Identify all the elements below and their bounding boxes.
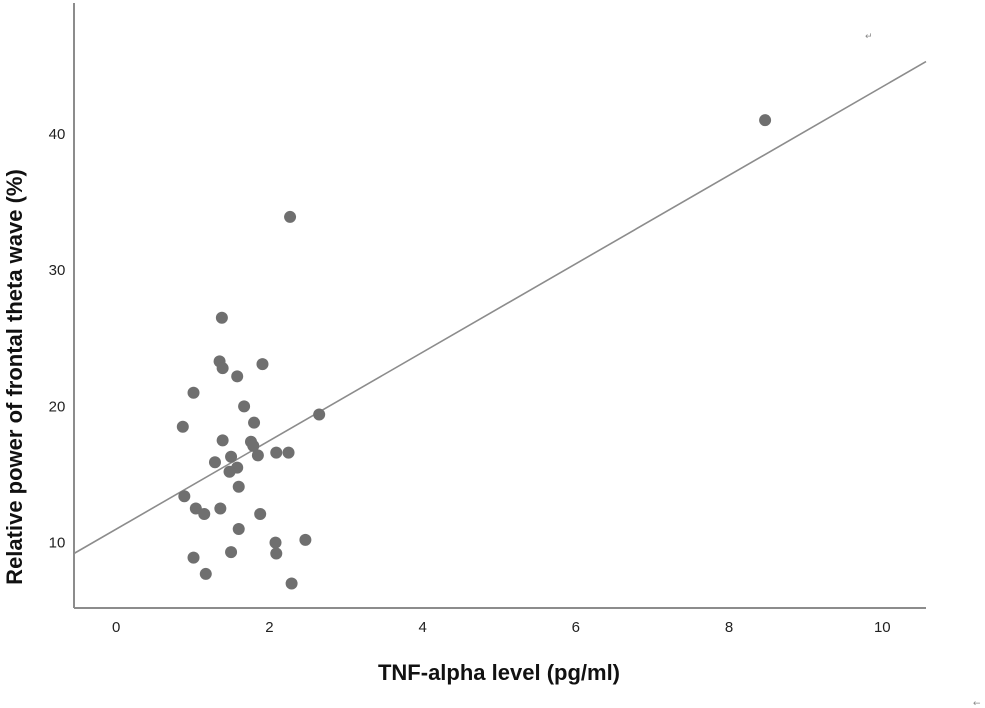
x-tick-label: 4 (418, 619, 426, 636)
arrow-mark: ← (973, 699, 981, 708)
data-point (187, 386, 200, 399)
data-point (178, 490, 191, 503)
y-axis-title: Relative power of frontal theta wave (%) (2, 169, 27, 585)
data-point (270, 446, 283, 459)
x-tick-label: 6 (572, 619, 580, 636)
data-point (176, 420, 189, 433)
data-point (284, 210, 297, 223)
x-tick-label: 10 (874, 619, 891, 636)
x-tick-labels: 0 2 4 6 8 10 (112, 619, 891, 636)
data-point (270, 547, 283, 560)
data-point (223, 465, 236, 478)
data-point (208, 456, 221, 469)
data-point (232, 522, 245, 535)
y-tick-labels: 10 20 30 40 (49, 126, 66, 552)
y-tick-label: 10 (49, 535, 66, 552)
data-point (225, 546, 238, 559)
data-point (232, 480, 245, 493)
data-point (225, 450, 238, 463)
data-point (269, 536, 282, 549)
y-tick-label: 20 (49, 398, 66, 415)
x-tick-label: 2 (265, 619, 273, 636)
data-point (313, 408, 326, 421)
data-point (759, 114, 772, 127)
return-mark: ↵ (865, 32, 873, 42)
plot-area (73, 60, 927, 590)
data-point (256, 358, 269, 371)
data-point (231, 370, 244, 383)
data-point (216, 434, 229, 447)
data-point (285, 577, 298, 590)
data-point (238, 400, 251, 413)
data-point (216, 362, 229, 375)
y-tick-label: 40 (49, 126, 66, 143)
data-point (254, 507, 267, 520)
data-point (214, 502, 227, 515)
data-point (198, 507, 211, 520)
data-point (247, 439, 260, 452)
data-point (187, 551, 200, 564)
x-tick-label: 8 (725, 619, 733, 636)
data-point (299, 533, 312, 546)
x-axis-title: TNF-alpha level (pg/ml) (378, 660, 620, 685)
data-point (251, 449, 264, 462)
data-point (282, 446, 295, 459)
y-tick-label: 30 (49, 262, 66, 279)
data-point (199, 567, 212, 580)
data-point (248, 416, 261, 429)
data-point (215, 311, 228, 324)
x-tick-label: 0 (112, 619, 120, 636)
regression-line (73, 60, 927, 555)
